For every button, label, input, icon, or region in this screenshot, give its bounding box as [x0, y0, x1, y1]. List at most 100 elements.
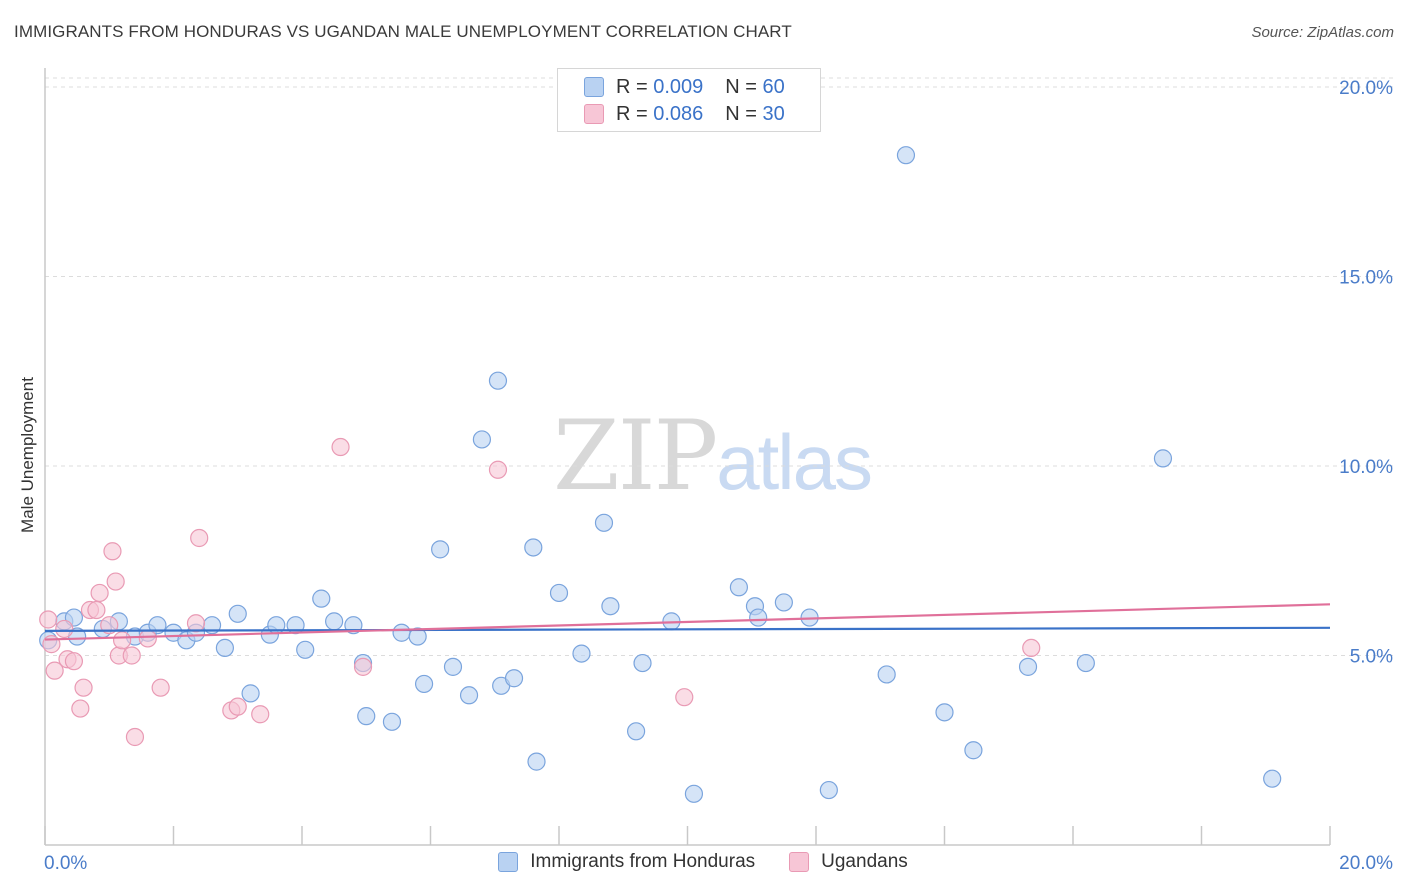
honduras-point	[935, 703, 954, 722]
x-tick-label: 0.0%	[44, 853, 87, 874]
legend-swatch-blue	[584, 77, 604, 97]
honduras-point	[382, 712, 402, 731]
legend-item-honduras[interactable]: Immigrants from Honduras	[498, 851, 755, 873]
honduras-point	[408, 627, 427, 646]
honduras-point	[296, 640, 315, 659]
ugandans-point	[186, 614, 206, 633]
honduras-point	[1018, 657, 1038, 676]
ugandans-point	[74, 678, 93, 697]
ugandans-point	[251, 705, 270, 724]
honduras-point	[896, 146, 916, 165]
honduras-point	[148, 616, 167, 635]
honduras-point	[357, 707, 376, 726]
trend-lines	[44, 603, 1331, 641]
ugandans-point	[55, 619, 74, 639]
series-ugandans-points	[39, 437, 1041, 747]
watermark-atlas: atlas	[716, 418, 873, 506]
honduras-point	[504, 669, 524, 688]
honduras-point	[626, 722, 646, 741]
ugandans-point	[675, 688, 694, 707]
axes	[44, 68, 1331, 846]
ugandans-point	[138, 629, 157, 648]
trend-line-ugandans	[44, 603, 1331, 641]
honduras-point	[572, 644, 591, 663]
honduras-point	[549, 583, 569, 603]
ugandans-point	[122, 646, 141, 665]
watermark-zip: ZIP	[553, 400, 718, 512]
honduras-point	[749, 608, 768, 627]
ugandans-point	[106, 572, 125, 591]
tick-labels: 5.0% 10.0% 15.0% 20.0% 0.0% 20.0%	[44, 78, 1393, 874]
legend-r-label: R =	[616, 102, 648, 125]
legend-r-value: 0.086	[653, 102, 704, 125]
honduras-point	[215, 638, 234, 658]
ugandans-point	[151, 678, 170, 697]
ugandans-point	[112, 631, 132, 650]
honduras-point	[1076, 653, 1095, 673]
honduras-point	[729, 578, 749, 597]
honduras-point	[633, 653, 652, 673]
honduras-point	[774, 593, 793, 612]
ugandans-point	[488, 460, 508, 479]
legend-r-value: 0.009	[653, 75, 704, 98]
honduras-point	[1153, 449, 1173, 468]
honduras-point	[312, 589, 331, 608]
honduras-point	[1263, 769, 1282, 788]
y-tick-label: 20.0%	[1339, 78, 1393, 99]
honduras-point	[527, 752, 546, 771]
ugandans-point	[353, 657, 373, 676]
honduras-point	[228, 604, 247, 623]
ugandans-point	[45, 661, 64, 680]
ugandans-point	[190, 528, 209, 548]
legend-label-ugandans: Ugandans	[821, 851, 908, 872]
y-tick-label: 10.0%	[1339, 457, 1393, 478]
legend-n-label: N =	[725, 75, 757, 98]
grid	[45, 77, 1395, 656]
ugandans-point	[39, 610, 58, 629]
honduras-point	[443, 657, 463, 676]
ugandans-point	[103, 542, 122, 561]
honduras-point	[594, 513, 614, 532]
ugandans-point	[90, 583, 109, 603]
honduras-point	[524, 538, 543, 557]
ugandans-point	[87, 600, 106, 620]
y-tick-label: 5.0%	[1350, 646, 1393, 667]
ugandans-point	[64, 652, 84, 671]
honduras-point	[819, 780, 838, 800]
honduras-point	[684, 784, 704, 803]
honduras-point	[414, 674, 434, 694]
watermark: ZIPatlas	[553, 400, 873, 512]
stats-legend: R = 0.009 N = 60 R = 0.086 N = 30	[557, 68, 821, 132]
ugandans-point	[125, 727, 145, 747]
ugandans-point	[71, 699, 90, 718]
chart-title: IMMIGRANTS FROM HONDURAS VS UGANDAN MALE…	[14, 22, 792, 41]
legend-row-ugandans: R = 0.086 N = 30	[584, 101, 785, 127]
honduras-point	[431, 540, 450, 559]
legend-n-label: N =	[725, 102, 757, 125]
x-tick-label: 20.0%	[1339, 853, 1393, 874]
honduras-point	[392, 623, 411, 642]
honduras-point	[241, 684, 260, 703]
ugandans-point	[228, 697, 247, 716]
legend-n-value: 60	[762, 75, 785, 98]
honduras-point	[964, 741, 983, 760]
legend-label-honduras: Immigrants from Honduras	[530, 851, 756, 872]
legend-item-ugandans[interactable]: Ugandans	[789, 851, 908, 873]
legend-r-label: R =	[616, 75, 648, 98]
legend-n-value: 30	[762, 102, 785, 125]
legend-swatch-pink	[584, 104, 604, 124]
y-tick-label: 15.0%	[1339, 267, 1393, 288]
honduras-point	[601, 597, 620, 616]
trend-line-honduras	[44, 626, 1331, 632]
ugandans-point	[100, 616, 119, 635]
honduras-point	[488, 371, 508, 390]
honduras-point	[472, 430, 491, 449]
series-legend: Immigrants from Honduras Ugandans	[0, 851, 1406, 873]
honduras-point	[877, 665, 896, 684]
source-label: Source: ZipAtlas.com	[1251, 24, 1394, 41]
legend-row-honduras: R = 0.009 N = 60	[584, 74, 785, 100]
legend-swatch-pink	[789, 852, 810, 872]
honduras-point	[459, 686, 479, 705]
ugandans-point	[1022, 638, 1041, 658]
